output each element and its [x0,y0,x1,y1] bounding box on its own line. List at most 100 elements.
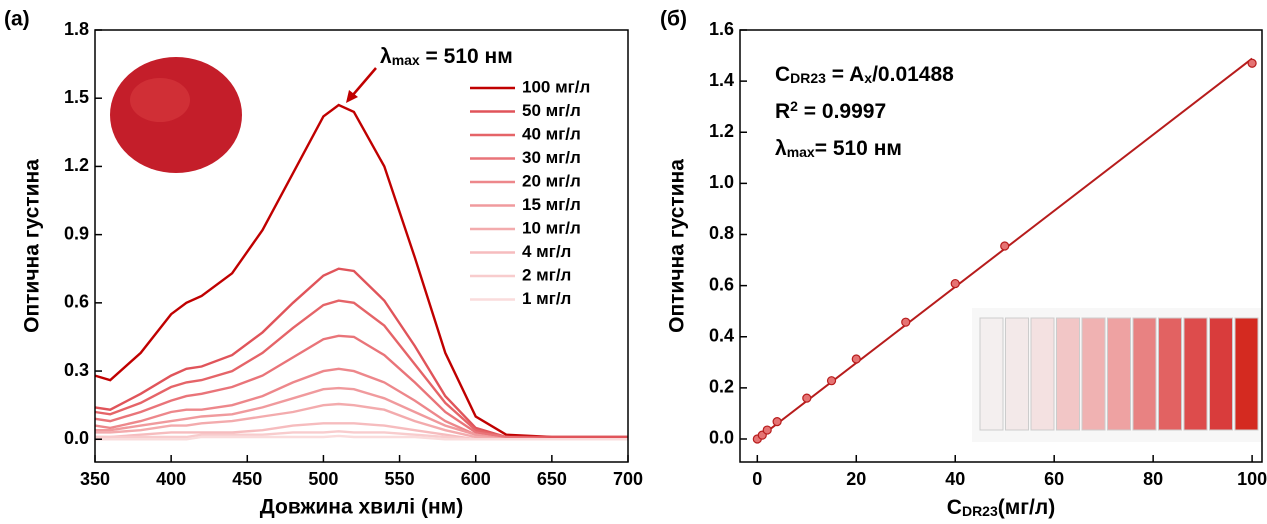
y-tick-label: 0.0 [64,428,89,448]
y-tick-label: 1.8 [64,19,89,39]
cuvette [1132,317,1157,431]
annotation-part: = 0.9997 [798,100,886,123]
y-tick-label: 1.4 [709,70,734,90]
annotation-part: = 510 нм [420,45,513,68]
cuvette [1183,317,1208,431]
legend-label: 100 мг/л [522,77,590,96]
data-point [901,317,911,327]
annotation-arrowhead [346,90,358,103]
annotation-part: x [864,70,872,86]
data-point [1000,241,1010,251]
annotation-part: λ [775,137,787,160]
data-point [826,376,837,386]
legend-label: 2 мг/л [522,265,571,284]
cuvette [1158,317,1182,431]
data-point [772,417,782,427]
panel-label: (a) [4,8,30,31]
x-tick-label: 700 [613,469,643,489]
annotation-part: R [775,100,790,123]
y-tick-label: 1.2 [709,121,734,141]
y-tick-label: 0.4 [709,325,734,345]
x-tick-label: 600 [461,469,491,489]
y-tick-label: 1.5 [64,87,89,107]
annotation-part: max [392,52,420,68]
spectrum-line [95,402,628,441]
plot-frame [739,29,1263,463]
legend-label: 15 мг/л [522,195,581,214]
powder-photo [110,57,242,173]
annotation-part: = A [826,63,864,86]
y-tick-label: 0.8 [709,223,734,243]
annotation-part: /0.01488 [872,63,954,86]
cuvette [1234,317,1259,431]
plot-frame [94,29,629,463]
x-axis-label: Довжина хвилі (нм) [260,496,463,519]
spectrum-line [95,386,628,441]
x-tick-label: 20 [846,469,866,489]
annotation-part: λ [380,45,392,68]
y-tick-label: 0.2 [709,377,734,397]
spectrum-line [94,267,628,439]
spectrum-line [94,103,628,439]
data-point [802,393,812,403]
y-tick-label: 0.0 [709,428,734,448]
x-tick-label: 450 [232,469,262,489]
x-tick-label: 400 [156,469,186,489]
annotation: λmax= 510 нм [775,137,902,160]
cuvette [1209,317,1233,431]
x-tick-label: 60 [1044,469,1064,489]
cuvette [1081,317,1106,431]
legend-label: 50 мг/л [522,101,581,120]
annotation-part: = 510 нм [815,137,902,160]
x-axis-label: CDR23(мг/л) [947,496,1055,519]
annotation: CDR23 = Ax/0.01488 [775,63,954,86]
data-point [950,278,960,289]
y-tick-label: 1.0 [709,172,734,192]
powder-highlight [130,78,190,122]
cuvette [1056,317,1080,431]
x-tick-label: 650 [537,469,567,489]
annotation-part: C [947,496,962,519]
x-tick-label: 80 [1143,469,1163,489]
cuvette [1005,317,1029,431]
legend-label: 40 мг/л [522,124,581,143]
spectrum-line [94,299,628,441]
annotation-part: C [775,63,790,86]
spectrum-line [94,367,628,441]
x-tick-label: 100 [1237,469,1267,489]
spectrum-line [94,334,628,441]
x-tick-label: 350 [80,469,110,489]
x-tick-label: 40 [945,469,965,489]
data-point [762,425,772,435]
annotation: R2 = 0.9997 [775,98,886,123]
y-tick-label: 0.6 [64,292,89,312]
data-point [1247,58,1257,68]
annotation-part: DR23 [790,70,826,86]
x-tick-label: 550 [385,469,415,489]
spectrum-line [95,434,628,441]
legend-label: 4 мг/л [522,242,571,261]
legend-label: 20 мг/л [522,171,581,190]
annotation-arrow [351,67,377,97]
annotation-part: 2 [790,98,798,114]
legend-label: 1 мг/л [522,289,571,308]
annotation-part: DR23 [962,503,998,519]
cuvette [1107,317,1131,431]
x-tick-label: 500 [308,469,338,489]
annotation-part: (мг/л) [998,496,1055,519]
legend-label: 30 мг/л [522,148,581,167]
cuvette [1030,317,1055,431]
y-tick-label: 1.2 [64,155,89,175]
y-axis-label: Оптична густина [21,159,44,333]
panel-label: (б) [660,8,687,31]
y-tick-label: 0.9 [64,223,89,243]
y-tick-label: 0.3 [64,360,89,380]
cuvette-photo [972,308,1262,442]
annotation-part: max [787,144,815,160]
legend-label: 10 мг/л [522,218,581,237]
x-tick-label: 0 [752,469,762,489]
data-point [851,354,861,364]
y-tick-label: 1.6 [709,19,734,39]
